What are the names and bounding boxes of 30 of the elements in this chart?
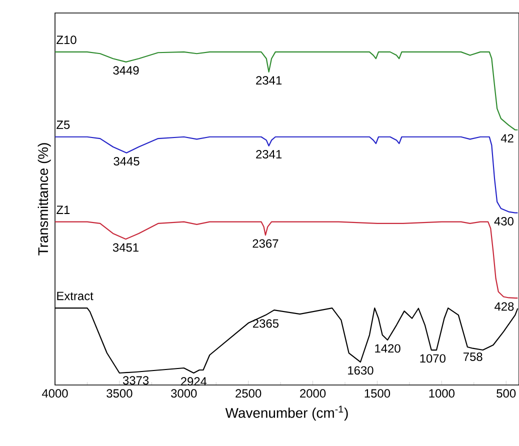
annotation: 3373 — [122, 376, 149, 385]
series-label: Extract — [57, 292, 94, 300]
annotation: 2924 — [180, 377, 207, 386]
series-label: Z1 — [56, 206, 70, 214]
series-label: Z10 — [56, 36, 76, 44]
series-label: Z5 — [56, 120, 70, 130]
annotation: 42 — [500, 134, 514, 142]
x-tick-label: 500 — [496, 389, 516, 398]
x-tick-label: 1000 — [429, 389, 454, 398]
annotation: 430 — [494, 216, 514, 226]
x-axis-title: Wavenumber (cm$^{-1}$) — [225, 406, 348, 421]
x-tick-label: 3000 — [171, 389, 197, 398]
annotation: 428 — [494, 302, 514, 311]
annotation: 3445 — [114, 157, 140, 166]
annotation: 758 — [463, 352, 482, 361]
annotation: 1070 — [420, 354, 446, 363]
x-tick-label: 2500 — [236, 389, 262, 398]
x-tick-label: 4000 — [42, 389, 68, 398]
annotation: 2367 — [252, 239, 278, 248]
x-tick-label: 3500 — [106, 389, 132, 398]
annotation: 1420 — [375, 344, 400, 353]
annotation: 2341 — [256, 76, 282, 85]
annotation: 3451 — [112, 243, 138, 252]
annotation: 2365 — [253, 319, 279, 328]
x-tick-label: 2000 — [300, 389, 326, 398]
y-axis-title: Transmittance (%) — [38, 143, 51, 256]
x-tick-label: 1500 — [364, 389, 390, 398]
annotation: 1630 — [348, 366, 374, 375]
annotation: 3449 — [113, 66, 139, 75]
annotation: 2341 — [256, 150, 282, 159]
